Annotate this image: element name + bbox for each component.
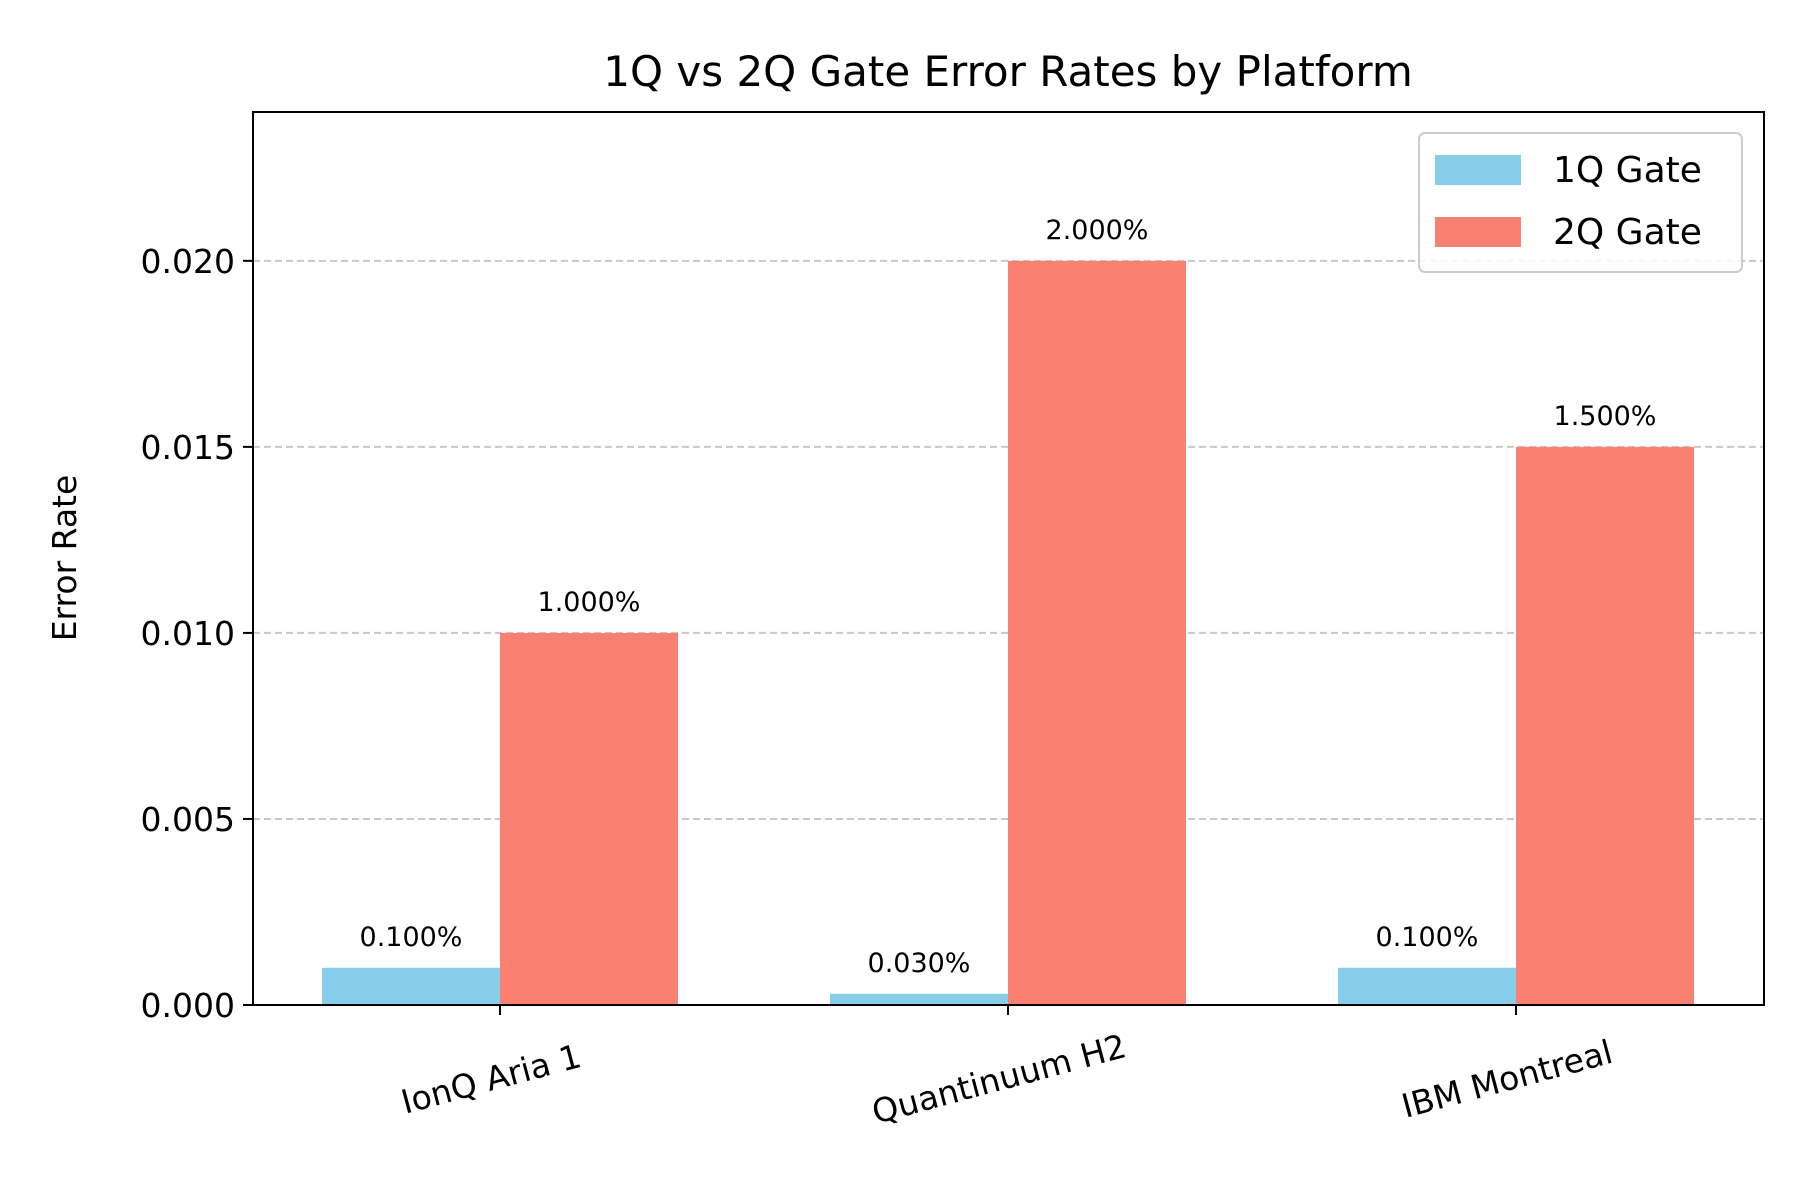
legend-swatch xyxy=(1435,217,1521,247)
y-tick-label: 0.000 xyxy=(141,986,235,1025)
x-axis: IonQ Aria 1 Quantinuum H2 IBM Montreal xyxy=(397,1005,1617,1132)
bar-1q-0 xyxy=(322,967,500,1005)
data-label: 0.030% xyxy=(868,948,971,979)
x-tick-label: IonQ Aria 1 xyxy=(397,1036,585,1121)
y-tick-label: 0.005 xyxy=(141,800,235,839)
y-tick-label: 0.010 xyxy=(141,614,235,653)
chart-title: 1Q vs 2Q Gate Error Rates by Platform xyxy=(603,47,1413,96)
bars xyxy=(322,260,1694,1005)
data-label: 0.100% xyxy=(1376,922,1479,953)
bar-1q-1 xyxy=(830,993,1008,1005)
legend-label: 2Q Gate xyxy=(1553,212,1702,253)
bar-2q-2 xyxy=(1516,446,1694,1005)
data-label: 1.500% xyxy=(1554,401,1657,432)
x-tick-label: Quantinuum H2 xyxy=(868,1026,1131,1131)
bar-2q-0 xyxy=(500,632,678,1005)
bar-1q-2 xyxy=(1338,967,1516,1005)
data-labels: 0.100% 1.000% 0.030% 2.000% 0.100% 1.500% xyxy=(360,215,1657,979)
y-axis: 0.000 0.005 0.010 0.015 0.020 xyxy=(141,242,253,1025)
x-tick-label: IBM Montreal xyxy=(1397,1032,1616,1126)
data-label: 0.100% xyxy=(360,922,463,953)
data-label: 1.000% xyxy=(538,587,641,618)
y-tick-label: 0.020 xyxy=(141,242,235,281)
legend-swatch xyxy=(1435,155,1521,185)
y-axis-label: Error Rate xyxy=(45,475,84,642)
bar-2q-1 xyxy=(1008,260,1186,1005)
data-label: 2.000% xyxy=(1046,215,1149,246)
y-tick-label: 0.015 xyxy=(141,428,235,467)
legend: 1Q Gate 2Q Gate xyxy=(1418,132,1743,273)
legend-label: 1Q Gate xyxy=(1553,150,1702,191)
